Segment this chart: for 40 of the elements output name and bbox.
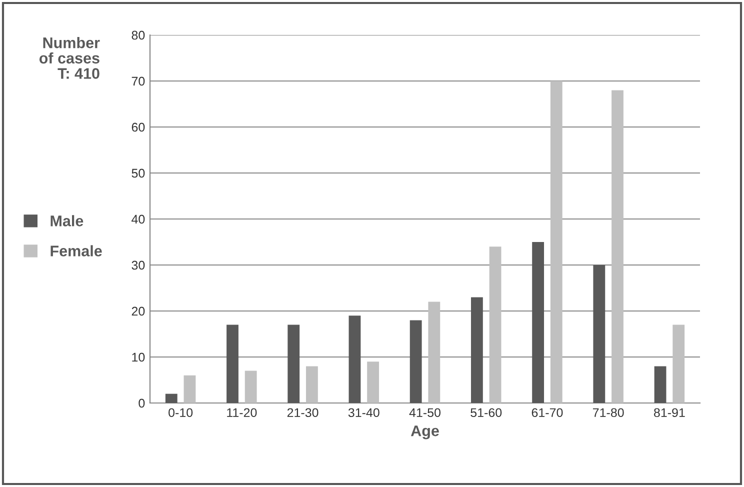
y-tick-label: 20 — [132, 306, 145, 316]
x-tick-label: 21-30 — [287, 408, 318, 418]
y-tick-label: 70 — [132, 76, 145, 86]
bar — [532, 242, 544, 403]
y-tick-label: 40 — [132, 214, 145, 224]
bar — [593, 265, 606, 403]
bar — [672, 324, 685, 403]
y-tick-label: 50 — [132, 168, 145, 178]
bar — [410, 320, 422, 403]
x-tick-label: 0-10 — [168, 408, 193, 418]
bar — [489, 246, 502, 403]
bar — [226, 324, 238, 403]
x-axis-title: Age — [410, 426, 439, 440]
y-tick-label: 0 — [138, 398, 145, 408]
bar — [367, 362, 380, 403]
x-tick-label: 31-40 — [348, 408, 380, 418]
bar — [306, 366, 318, 403]
y-tick-label: 80 — [132, 30, 145, 40]
bar — [654, 366, 666, 403]
bar — [612, 90, 624, 403]
bar — [428, 302, 440, 403]
legend-label: Female — [50, 245, 102, 256]
x-tick-label: 11-20 — [227, 408, 257, 418]
bar — [165, 394, 178, 403]
y-tick-label: 10 — [132, 352, 145, 362]
y-tick-label: 30 — [132, 260, 145, 270]
x-tick-label: 81-91 — [654, 408, 685, 418]
y-axis-title: Number of cases T: 410 — [39, 37, 100, 79]
bar — [184, 375, 196, 403]
bar — [348, 316, 361, 403]
x-tick-label: 51-60 — [470, 408, 502, 418]
legend-label: Male — [50, 215, 84, 226]
x-tick-label: 71-80 — [592, 408, 624, 418]
bar — [244, 370, 257, 403]
x-tick-label: 41-50 — [409, 408, 440, 418]
y-tick-label: 60 — [132, 122, 145, 132]
bar — [288, 324, 300, 403]
x-tick-label: 61-70 — [532, 408, 563, 418]
bar — [470, 297, 483, 403]
bar — [550, 81, 562, 403]
